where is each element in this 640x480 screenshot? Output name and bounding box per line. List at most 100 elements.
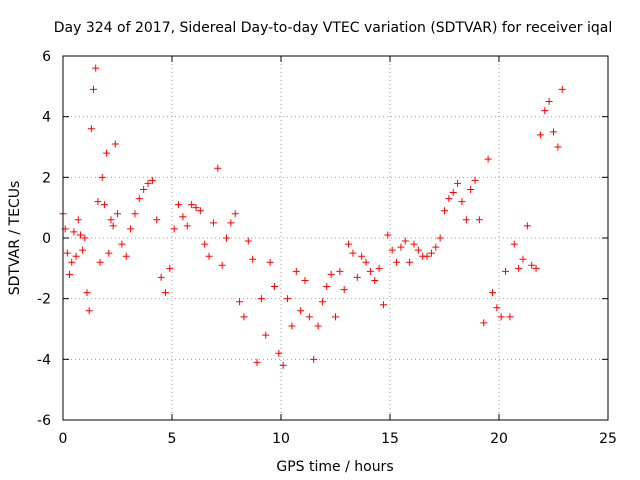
data-point [266,258,274,266]
data-point [79,246,87,254]
y-tick-label: 4 [42,110,51,126]
data-point [362,258,370,266]
data-point [318,298,326,306]
data-point [70,228,78,236]
data-point [458,198,466,206]
data-point [72,252,80,260]
y-tick-label: -4 [37,352,51,368]
chart-title: Day 324 of 2017, Sidereal Day-to-day VTE… [54,20,612,36]
data-point [257,295,265,303]
data-point [103,149,111,157]
data-point [423,252,431,260]
data-point [414,246,422,254]
data-point [223,234,230,242]
data-point [111,140,119,148]
data-point [480,319,488,327]
data-point [253,358,261,366]
data-point [288,322,296,330]
data-point [153,216,161,224]
data-point [270,283,278,291]
data-point [76,231,84,239]
data-point [353,273,361,281]
data-point [314,322,322,330]
data-point [375,264,383,272]
data-point [179,213,187,221]
data-point [148,176,156,184]
data-point [279,361,287,369]
data-point [397,243,405,251]
data-point [183,222,191,230]
data-point [209,219,217,227]
data-point [310,355,318,363]
data-point [349,249,357,257]
data-point [301,276,309,284]
data-point [432,243,440,251]
data-point [410,240,418,248]
data-point [515,264,523,272]
data-point [240,313,248,321]
data-point [467,185,475,193]
data-point [554,143,562,151]
data-point [105,249,113,257]
data-point [336,267,344,275]
data-point [127,225,135,233]
data-point [175,201,183,209]
data-point [550,128,557,136]
data-point [68,258,76,266]
y-tick-label: 0 [42,231,51,247]
data-point [196,207,204,215]
data-point [100,201,108,209]
data-point [471,176,479,184]
data-point [340,286,348,294]
ticks-layer: 0 5 10 15 20 25 -6 -4 -2 0 2 4 6 [37,49,617,447]
data-point [205,252,213,260]
data-point [192,204,200,212]
x-tick-label: 10 [272,431,290,447]
data-point [497,313,505,321]
data-point [445,195,453,203]
data-point [488,289,496,297]
data-point [493,304,501,312]
data-point [157,273,165,281]
data-point [297,307,305,315]
grid-layer [63,56,608,420]
data-point [371,276,379,284]
data-point [85,307,93,315]
data-point [406,258,414,266]
data-point [107,216,115,224]
data-point [201,240,209,248]
data-point [87,125,95,133]
data-point [558,85,566,93]
data-point [114,210,121,218]
data-point [166,264,174,272]
data-point [510,240,518,248]
data-point [275,349,283,357]
data-point [63,249,71,257]
data-point [541,107,549,115]
data-point [92,64,100,72]
data-point [401,237,409,245]
data-point [545,98,553,105]
data-point [523,222,531,230]
data-point [74,216,82,224]
data-point [81,234,89,242]
x-tick-label: 15 [381,431,399,447]
data-point [454,179,462,187]
data-point [332,313,339,321]
data-point [327,270,335,278]
data-point [484,155,492,163]
data-point [249,255,257,263]
data-point [170,225,178,233]
data-point [131,210,139,218]
data-point [262,331,270,339]
data-point [519,255,527,263]
data-points-layer [59,64,566,369]
data-point [118,240,126,248]
data-point [144,179,152,187]
data-point [379,301,387,309]
data-point [218,261,226,269]
data-point [536,131,544,139]
data-point [214,164,222,172]
